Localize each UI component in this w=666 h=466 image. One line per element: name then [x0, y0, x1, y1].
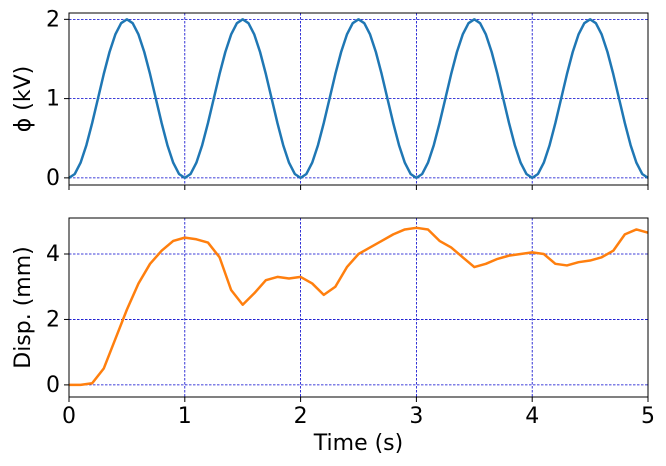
x-tick-label: 1	[178, 404, 192, 429]
y-tick-label: 0	[46, 166, 60, 191]
plot-frame	[68, 12, 649, 186]
y-axis-label: Disp. (mm)	[11, 246, 36, 369]
y-tick-label: 1	[46, 87, 60, 112]
data-line	[68, 18, 649, 180]
x-tick-label: 5	[641, 404, 655, 429]
plot-frame	[68, 217, 649, 398]
y-axis-label: ϕ (kV)	[11, 66, 36, 132]
x-tick-label: 3	[409, 404, 423, 429]
y-tick-label: 0	[46, 373, 60, 398]
x-tick-label: 0	[62, 404, 76, 429]
y-tick-label: 2	[46, 307, 60, 332]
data-line	[69, 226, 649, 387]
x-axis-label: Time (s)	[313, 431, 403, 456]
x-tick-label: 2	[294, 404, 308, 429]
y-tick-label: 2	[46, 7, 60, 32]
x-tick-label: 4	[525, 404, 539, 429]
y-tick-label: 4	[46, 242, 60, 267]
